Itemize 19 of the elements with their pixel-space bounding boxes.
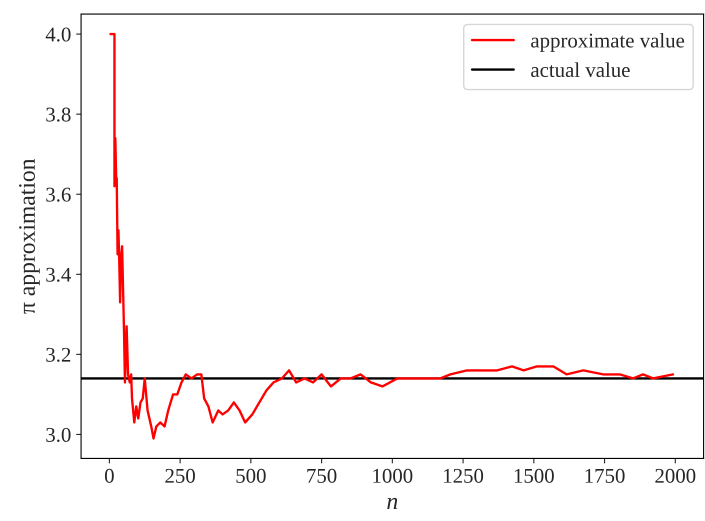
legend-label: approximate value (531, 32, 684, 52)
y-axis-title: π approximation (19, 158, 40, 314)
x-axis-title: n (387, 498, 398, 510)
legend-label: actual value (531, 62, 630, 78)
x-tick-label: 750 (307, 468, 336, 483)
x-tick-label: 1500 (514, 468, 554, 483)
x-tick-label: 1000 (373, 468, 412, 483)
y-tick-label: 3.0 (46, 428, 71, 442)
x-tick-label: 1250 (444, 468, 484, 483)
x-tick-label: 250 (165, 468, 195, 483)
y-tick-label: 3.6 (46, 188, 71, 202)
y-tick-label: 3.8 (46, 108, 71, 122)
y-tick-label: 3.4 (46, 268, 72, 282)
x-tick-label: 1750 (586, 468, 625, 483)
x-tick-label: 2000 (655, 468, 696, 483)
x-tick-label: 0 (104, 468, 114, 483)
x-tick-label: 500 (236, 468, 266, 483)
y-tick-label: 3.2 (46, 348, 70, 362)
y-tick-label: 4.0 (46, 27, 71, 42)
